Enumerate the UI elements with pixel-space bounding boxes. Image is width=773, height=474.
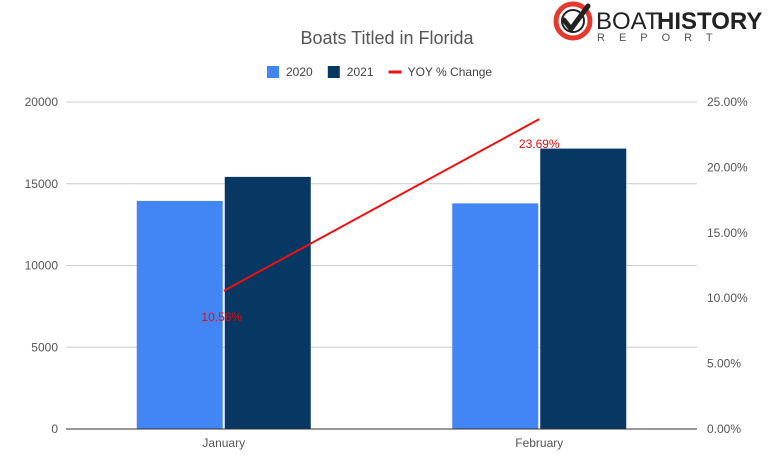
yoy-data-label: 23.69% [519, 137, 560, 151]
bar-2020-february [452, 203, 539, 429]
yoy-data-label: 10.56% [201, 310, 242, 324]
yoy-line-series: 10.56% 23.69% [201, 118, 560, 324]
brand-logo: BOAT HISTORY REPORT [553, 1, 762, 44]
y-right-tick-label: 25.00% [707, 95, 748, 109]
right-axis: 0.00% 5.00% 10.00% 15.00% 20.00% 25.00% [707, 95, 748, 436]
x-tick-label: January [202, 436, 245, 450]
x-tick-label: February [515, 436, 563, 450]
logo-word-report: REPORT [597, 32, 727, 44]
legend-label: 2021 [347, 65, 374, 79]
legend-label: 2020 [286, 65, 313, 79]
legend-swatch-2021 [327, 66, 340, 78]
logo-ring-icon [553, 1, 593, 41]
y-right-tick-label: 10.00% [707, 291, 748, 305]
legend-swatch-line [388, 70, 402, 74]
logo-checkmark-icon [561, 3, 591, 32]
yoy-change-line [223, 118, 540, 292]
left-axis: 0 5000 10000 15000 20000 [25, 95, 59, 436]
y-left-tick-label: 10000 [25, 259, 59, 273]
chart-legend: 2020 2021 YOY % Change [267, 65, 492, 79]
y-left-tick-label: 15000 [25, 177, 59, 191]
y-right-tick-label: 15.00% [707, 226, 748, 240]
bar-series [136, 148, 627, 429]
y-right-tick-label: 5.00% [707, 357, 741, 371]
y-right-tick-label: 20.00% [707, 160, 748, 174]
bar-2021-february [540, 148, 627, 429]
legend-label: YOY % Change [408, 65, 493, 79]
y-left-tick-label: 20000 [25, 95, 59, 109]
legend-swatch-2020 [267, 66, 279, 78]
logo-word-history: HISTORY [657, 8, 762, 35]
chart-title: Boats Titled in Florida [300, 28, 474, 48]
bar-2021-january [224, 176, 311, 429]
y-left-tick-label: 5000 [31, 340, 58, 354]
logo-word-boat: BOAT [596, 8, 660, 35]
y-left-tick-label: 0 [51, 422, 58, 436]
y-right-tick-label: 0.00% [707, 422, 741, 436]
bar-2020-january [136, 200, 223, 429]
x-axis: January February [66, 428, 697, 450]
